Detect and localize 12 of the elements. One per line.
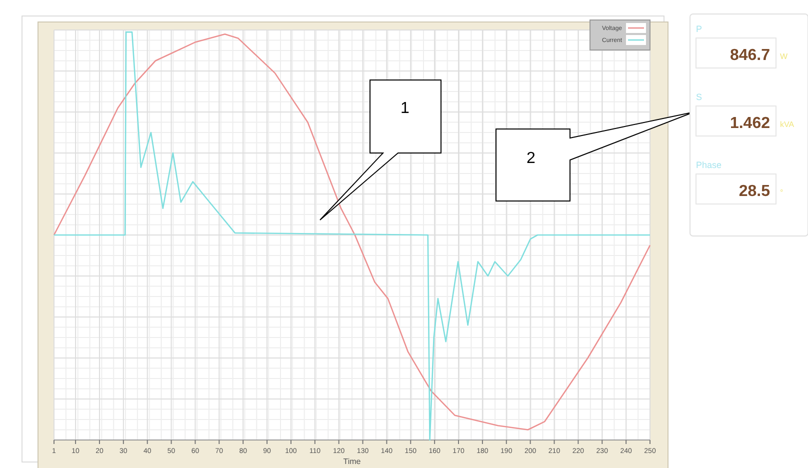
text: kVA xyxy=(780,120,795,129)
text: S xyxy=(696,92,702,102)
text: ° xyxy=(780,188,784,197)
annotation: 1 xyxy=(400,100,410,117)
text: W xyxy=(780,52,788,61)
x-axis-title: Time xyxy=(343,457,362,466)
text: 28.5 xyxy=(738,183,770,200)
text: 846.7 xyxy=(730,47,770,64)
text: P xyxy=(696,24,702,34)
text: Phase xyxy=(696,160,722,170)
annotation: 2 xyxy=(526,150,536,167)
text: 1.462 xyxy=(730,115,770,132)
